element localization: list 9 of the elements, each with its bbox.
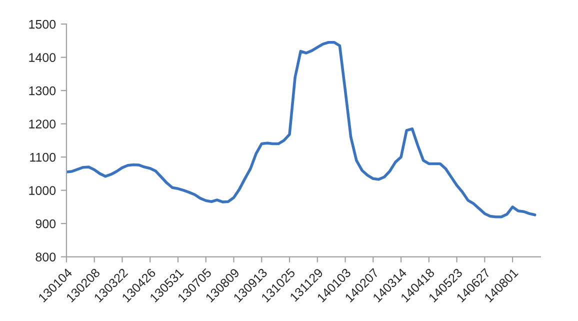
y-tick-label: 1100: [30, 152, 56, 162]
y-tick-label: 900: [36, 219, 56, 228]
y-tick-label: 800: [36, 252, 56, 262]
y-tick-label: 1300: [29, 86, 56, 96]
line-series: [66, 40, 536, 218]
y-tick-label: 1500: [29, 20, 56, 29]
y-tick-label: 1000: [29, 186, 56, 195]
y-tick-label: 1400: [29, 53, 56, 62]
y-tick-label: 1200: [29, 120, 56, 128]
